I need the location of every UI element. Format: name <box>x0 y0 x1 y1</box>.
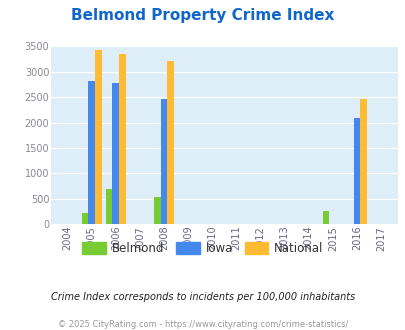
Bar <box>88 81 95 224</box>
Bar <box>359 99 366 224</box>
Bar <box>322 211 328 224</box>
Bar <box>353 118 359 224</box>
Text: Belmond Property Crime Index: Belmond Property Crime Index <box>71 8 334 23</box>
Bar <box>95 50 102 224</box>
Text: © 2025 CityRating.com - https://www.cityrating.com/crime-statistics/: © 2025 CityRating.com - https://www.city… <box>58 320 347 329</box>
Bar <box>160 99 167 224</box>
Bar <box>153 197 160 224</box>
Bar <box>119 54 126 224</box>
Text: Crime Index corresponds to incidents per 100,000 inhabitants: Crime Index corresponds to incidents per… <box>51 292 354 302</box>
Legend: Belmond, Iowa, National: Belmond, Iowa, National <box>77 237 328 260</box>
Bar <box>81 213 88 224</box>
Bar <box>167 61 174 224</box>
Bar <box>105 189 112 224</box>
Bar <box>112 83 119 224</box>
